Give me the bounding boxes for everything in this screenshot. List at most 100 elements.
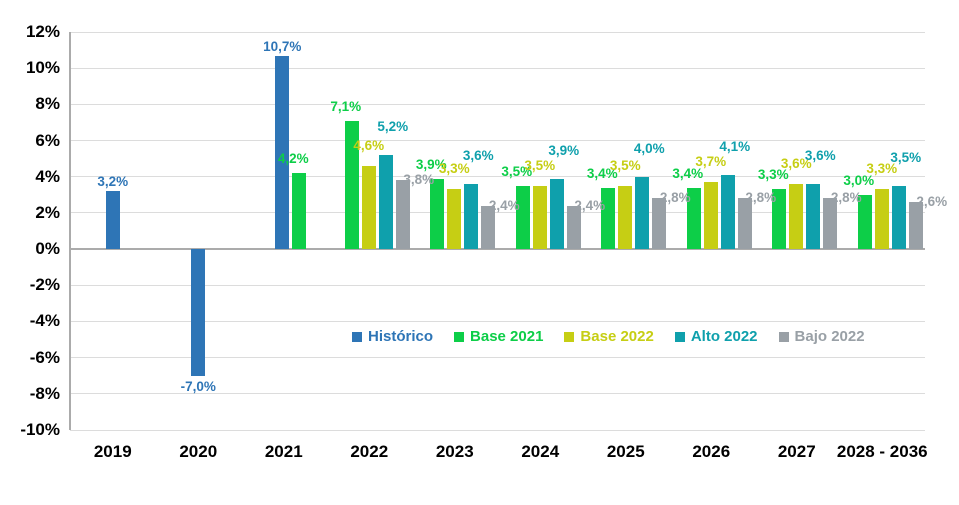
data-label-alto-2022-2028---2036: 3,5% — [890, 149, 922, 165]
data-label-base-2022-2023: 3,3% — [438, 161, 470, 177]
bar-historico-2020 — [191, 249, 206, 376]
data-label-base-2022-2027: 3,6% — [780, 155, 812, 171]
bar-base-2021-2023 — [430, 178, 445, 250]
zero-gridline — [70, 248, 925, 251]
y-tick-label: -6% — [29, 347, 60, 367]
bar-base-2022-2025 — [618, 185, 633, 250]
data-label-alto-2022-2022: 5,2% — [377, 119, 409, 135]
bar-bajo-2022-2022 — [395, 180, 410, 250]
data-label-bajo-2022-2024: 2,4% — [574, 197, 606, 213]
data-label-base-2021-2022: 7,1% — [330, 98, 362, 114]
data-label-alto-2022-2023: 3,6% — [462, 147, 494, 163]
gridline — [70, 103, 925, 105]
bar-base-2021-2022 — [344, 120, 359, 250]
bar-bajo-2022-2025 — [652, 198, 667, 250]
legend-marker-icon — [564, 331, 575, 342]
legend-item-historico: Histórico — [352, 328, 433, 345]
bar-alto-2022-2022 — [378, 155, 393, 250]
gridline — [70, 212, 925, 214]
y-tick-label: 6% — [35, 130, 60, 150]
bar-base-2021-2024 — [515, 185, 530, 250]
y-tick-label: -4% — [29, 311, 60, 331]
gridline — [70, 176, 925, 178]
data-label-historico-2019: 3,2% — [97, 174, 129, 190]
data-label-base-2021-2023: 3,9% — [415, 156, 447, 172]
legend-item-bajo-2022: Bajo 2022 — [778, 328, 865, 345]
bar-historico-2019 — [105, 191, 120, 250]
legend-label: Base 2021 — [470, 328, 544, 345]
bar-alto-2022-2028---2036 — [891, 185, 906, 250]
legend-marker-icon — [454, 331, 465, 342]
y-tick-label: 12% — [25, 22, 60, 41]
bar-historico-2021 — [275, 55, 290, 250]
x-tick-label-2020: 2020 — [179, 442, 218, 461]
bar-base-2021-2021 — [292, 173, 307, 250]
data-label-historico-2020: -7,0% — [180, 378, 216, 394]
bar-base-2022-2028---2036 — [874, 189, 889, 250]
bar-alto-2022-2024 — [549, 178, 564, 250]
legend: Histórico Base 2021 Base 2022 Alto 2022 Bajo… — [346, 326, 871, 347]
bar-bajo-2022-2024 — [566, 205, 581, 250]
data-label-base-2022-2028---2036: 3,3% — [866, 161, 898, 177]
bar-base-2021-2026 — [686, 187, 701, 250]
data-label-alto-2022-2027: 3,6% — [804, 147, 836, 163]
gridline — [70, 357, 925, 359]
y-tick-label: -2% — [29, 275, 60, 295]
gridline — [70, 31, 925, 33]
gridline — [70, 393, 925, 395]
x-tick-label-2027: 2027 — [777, 442, 816, 461]
y-tick-label: 0% — [35, 239, 60, 259]
y-tick-label: 8% — [35, 94, 60, 114]
bar-base-2021-2025 — [601, 187, 616, 250]
data-label-base-2021-2027: 3,3% — [757, 167, 789, 183]
legend-label: Base 2022 — [580, 328, 654, 345]
x-tick-label-2024: 2024 — [521, 442, 560, 461]
bar-base-2022-2026 — [703, 182, 718, 250]
legend-label: Histórico — [368, 328, 434, 345]
x-tick-label-2021: 2021 — [264, 442, 303, 461]
data-label-historico-2021: 10,7% — [263, 38, 302, 54]
gridline — [70, 320, 925, 322]
data-label-alto-2022-2024: 3,9% — [548, 142, 580, 158]
legend-marker-icon — [778, 331, 789, 342]
data-label-base-2022-2022: 4,6% — [353, 137, 385, 153]
bar-bajo-2022-2023 — [481, 205, 496, 250]
legend-label: Bajo 2022 — [794, 328, 865, 345]
x-tick-label-2026: 2026 — [692, 442, 731, 461]
legend-label: Alto 2022 — [690, 328, 758, 345]
gridline — [70, 67, 925, 69]
y-tick-label: -8% — [29, 383, 60, 403]
bar-base-2021-2027 — [772, 189, 787, 250]
data-label-base-2022-2025: 3,5% — [609, 157, 641, 173]
data-label-bajo-2022-2028---2036: 2,6% — [916, 194, 948, 210]
y-tick-label: 2% — [35, 202, 60, 222]
x-tick-label-2025: 2025 — [606, 442, 645, 461]
gridline — [70, 429, 925, 431]
legend-marker-icon — [352, 331, 362, 342]
data-label-base-2022-2024: 3,5% — [524, 157, 556, 173]
legend-marker-icon — [674, 331, 685, 342]
bar-base-2022-2024 — [532, 185, 547, 250]
gridline — [70, 140, 925, 142]
data-label-base-2021-2024: 3,5% — [501, 163, 533, 179]
bar-alto-2022-2025 — [635, 176, 650, 250]
legend-item-alto-2022: Alto 2022 — [674, 328, 758, 345]
x-tick-label-2019: 2019 — [93, 442, 132, 461]
data-label-base-2021-2021: 4,2% — [277, 151, 309, 167]
x-tick-label-2028---2036: 2028 - 2036 — [836, 442, 928, 461]
data-label-bajo-2022-2025: 2,8% — [659, 190, 691, 206]
bar-base-2022-2022 — [361, 165, 376, 250]
data-label-base-2021-2026: 3,4% — [672, 165, 704, 181]
y-tick-label: 4% — [35, 166, 60, 186]
y-axis-line — [69, 32, 71, 430]
bar-base-2022-2023 — [447, 189, 462, 250]
bar-bajo-2022-2026 — [737, 198, 752, 250]
gridline — [70, 284, 925, 286]
data-label-alto-2022-2026: 4,1% — [719, 138, 751, 154]
data-label-base-2022-2026: 3,7% — [695, 154, 727, 170]
y-tick-label: -10% — [20, 420, 60, 439]
bar-bajo-2022-2028---2036 — [908, 202, 923, 250]
y-tick-label: 10% — [25, 58, 60, 78]
bar-base-2021-2028---2036 — [857, 194, 872, 250]
